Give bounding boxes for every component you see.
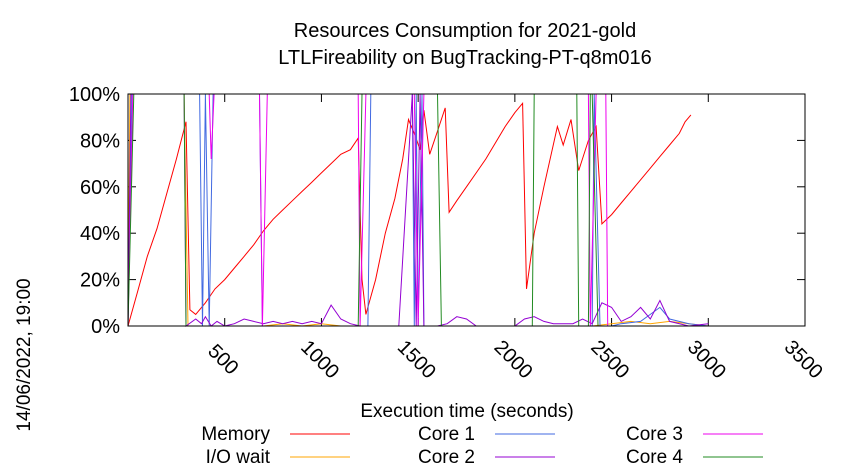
- x-tick-label: 1000: [296, 336, 343, 383]
- timestamp-label: 14/06/2022, 19:00: [14, 278, 35, 431]
- series-line-core-4: [127, 93, 670, 327]
- legend-label: Core 1: [418, 424, 475, 445]
- x-tick-label: 3500: [780, 336, 827, 383]
- series-line-core-1: [127, 93, 709, 327]
- x-tick-label: 2500: [586, 336, 633, 383]
- x-tick-label: 2000: [490, 336, 537, 383]
- y-tick-label: 20%: [80, 270, 120, 292]
- x-tick-label: 1500: [393, 336, 440, 383]
- legend-label: Core 4: [626, 447, 683, 468]
- plot-frame: [127, 93, 806, 327]
- y-tick-label: 60%: [80, 177, 120, 199]
- legend-label: I/O wait: [206, 447, 271, 468]
- legend-label: Memory: [201, 424, 270, 445]
- y-tick-label: 0%: [91, 316, 120, 338]
- legend-label: Core 3: [626, 424, 683, 445]
- legend-label: Core 2: [418, 447, 475, 468]
- y-tick-label: 40%: [80, 223, 120, 245]
- y-tick-label: 100%: [69, 84, 120, 106]
- chart-title: Resources Consumption for 2021-gold: [294, 20, 636, 42]
- x-axis-label: Execution time (seconds): [360, 401, 573, 422]
- y-tick-label: 80%: [80, 130, 120, 152]
- x-tick-label: 3000: [683, 336, 730, 383]
- chart-subtitle: LTLFireability on BugTracking-PT-q8m016: [278, 47, 652, 69]
- x-tick-label: 500: [203, 340, 242, 379]
- series-line-i-o-wait: [127, 93, 805, 327]
